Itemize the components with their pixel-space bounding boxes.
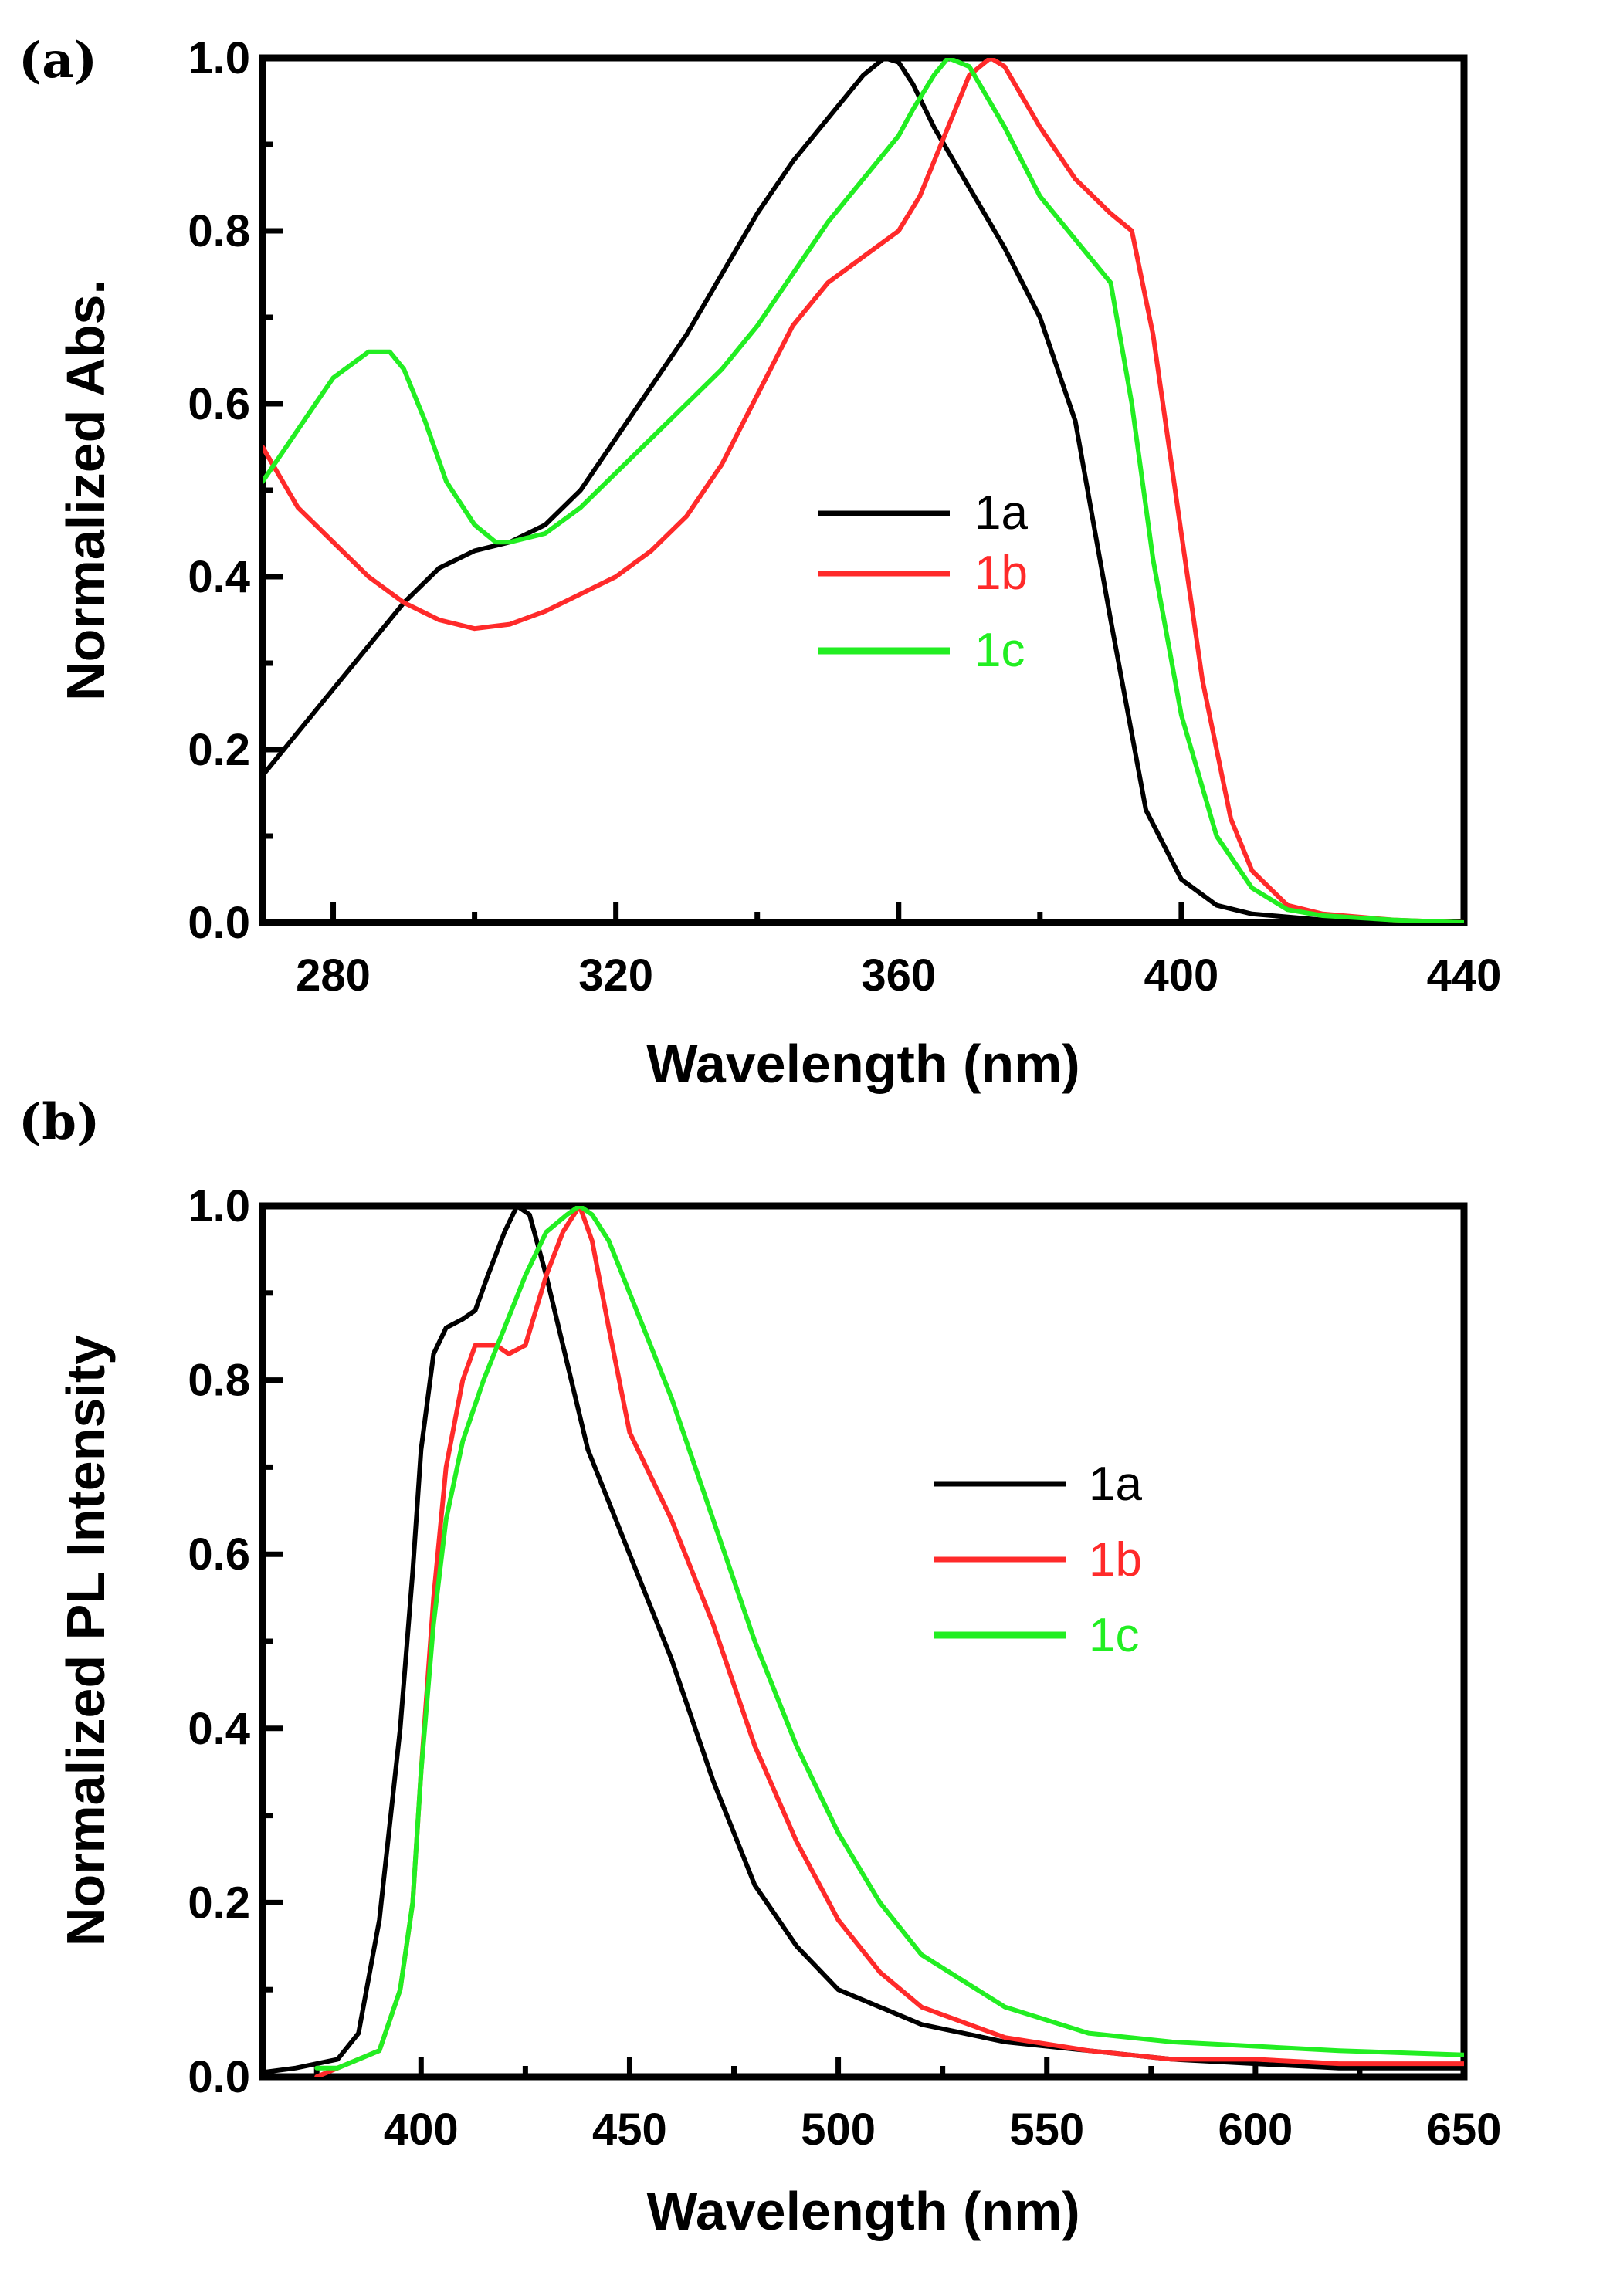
panel-b-series-line-1c [314, 1206, 1464, 2071]
panel-b-legend-label-1c: 1c [1089, 1609, 1139, 1662]
panel-a-x-tick-label-440: 440 [1427, 950, 1502, 1001]
panel-b-x-tick-label-600: 600 [1218, 2105, 1293, 2155]
panel-a-x-tick-label-360: 360 [861, 950, 936, 1001]
panel-a-y-tick-label-0.8: 0.8 [188, 206, 250, 256]
panel-b-legend: 1a 1b 1c [934, 1458, 1142, 1662]
panel-a-y-ticks: 0.0 0.2 0.4 0.6 0.8 1.0 [188, 33, 283, 948]
panel-a-y-tick-label-1: 1.0 [188, 33, 250, 83]
panel-a-y-axis-title: Normalized Abs. [56, 279, 116, 701]
panel-b-series-line-1b [314, 1206, 1464, 2077]
panel-b-y-tick-label-0: 0.0 [188, 2052, 250, 2102]
panel-b-y-axis-title: Normalized PL Intensity [56, 1335, 116, 1946]
panel-b-x-ticks: 400 450 500 550 600 650 [313, 2057, 1502, 2155]
panel-a-series-group [263, 58, 1464, 923]
panel-b-x-tick-label-400: 400 [384, 2105, 459, 2155]
panel-a-plot-frame [259, 54, 1468, 926]
panel-a-x-axis-title: Wavelength (nm) [646, 1034, 1079, 1094]
panel-a-legend-label-1a: 1a [974, 486, 1028, 540]
panel-b-legend-label-1a: 1a [1089, 1458, 1142, 1511]
panel-b-y-tick-label-0.6: 0.6 [188, 1529, 250, 1580]
panel-a-x-ticks: 280 320 360 400 440 [296, 902, 1501, 1001]
panel-a-legend: 1a 1b 1c [818, 486, 1028, 677]
panel-a-x-tick-label-320: 320 [578, 950, 653, 1001]
panel-a-series-line-1a [263, 58, 1464, 923]
panel-a-y-tick-label-0.2: 0.2 [188, 725, 250, 775]
panel-b-x-tick-label-450: 450 [592, 2105, 667, 2155]
panel-b-pl-chart: (b) 400 450 500 550 600 650 0.0 0.2 0.4 0.6 0.8 1.… [19, 1093, 1501, 2241]
panel-b-y-tick-label-1: 1.0 [188, 1181, 250, 1231]
panel-a-y-tick-label-0.4: 0.4 [188, 552, 250, 602]
panel-a-x-tick-label-280: 280 [296, 950, 371, 1001]
panel-b-series-line-1a [263, 1206, 1464, 2075]
panel-b-x-tick-label-550: 550 [1009, 2105, 1084, 2155]
panel-a-label: (a) [19, 32, 97, 90]
panel-b-series-group [263, 1206, 1464, 2077]
panel-a-series-line-1b [263, 58, 1464, 923]
panel-b-y-tick-label-0.8: 0.8 [188, 1356, 250, 1406]
panel-b-x-axis-title: Wavelength (nm) [646, 2181, 1079, 2241]
panel-a-x-tick-label-400: 400 [1144, 950, 1218, 1001]
panel-a-y-tick-label-0.6: 0.6 [188, 379, 250, 429]
panel-a-legend-label-1c: 1c [974, 624, 1025, 677]
panel-b-y-ticks: 0.0 0.2 0.4 0.6 0.8 1.0 [188, 1181, 283, 2102]
panel-a-legend-label-1b: 1b [974, 547, 1028, 600]
panel-b-y-tick-label-0.2: 0.2 [188, 1878, 250, 1928]
panel-b-y-tick-label-0.4: 0.4 [188, 1704, 250, 1754]
panel-b-legend-label-1b: 1b [1089, 1533, 1142, 1587]
panel-b-x-tick-label-650: 650 [1427, 2105, 1502, 2155]
panel-a-y-tick-label-0: 0.0 [188, 898, 250, 948]
panel-a-absorption-chart: (a) 280 320 360 400 440 0.0 0.2 0.4 0.6 0.8 1.0 W… [19, 32, 1501, 1094]
panel-b-label: (b) [19, 1093, 100, 1151]
panel-a-series-line-1c [263, 58, 1464, 923]
panel-b-x-tick-label-500: 500 [801, 2105, 876, 2155]
